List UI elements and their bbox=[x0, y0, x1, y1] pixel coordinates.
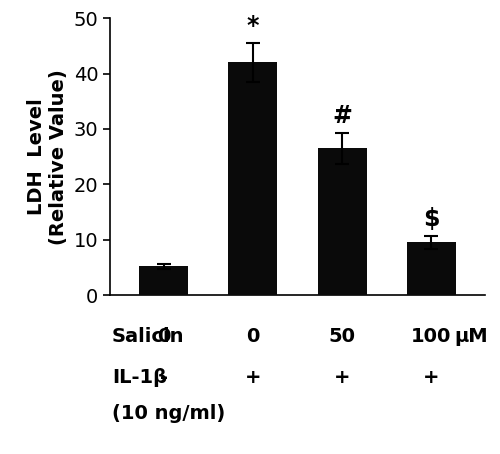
Bar bbox=[318, 148, 366, 295]
Text: μM: μM bbox=[454, 327, 488, 346]
Text: $: $ bbox=[423, 207, 440, 232]
Text: 50: 50 bbox=[328, 327, 355, 346]
Text: IL-1β: IL-1β bbox=[112, 368, 167, 387]
Text: +: + bbox=[423, 368, 440, 387]
Bar bbox=[228, 63, 278, 295]
Y-axis label: LDH  Level
(Relative Value): LDH Level (Relative Value) bbox=[27, 69, 68, 245]
Text: +: + bbox=[244, 368, 261, 387]
Bar bbox=[139, 266, 188, 295]
Text: +: + bbox=[334, 368, 350, 387]
Text: 100: 100 bbox=[411, 327, 452, 346]
Text: -: - bbox=[160, 368, 168, 387]
Text: *: * bbox=[246, 14, 259, 38]
Text: 0: 0 bbox=[157, 327, 170, 346]
Bar bbox=[407, 242, 456, 295]
Text: 0: 0 bbox=[246, 327, 260, 346]
Text: Salicin: Salicin bbox=[112, 327, 184, 346]
Text: (10 ng/ml): (10 ng/ml) bbox=[112, 404, 225, 423]
Text: #: # bbox=[332, 104, 352, 128]
